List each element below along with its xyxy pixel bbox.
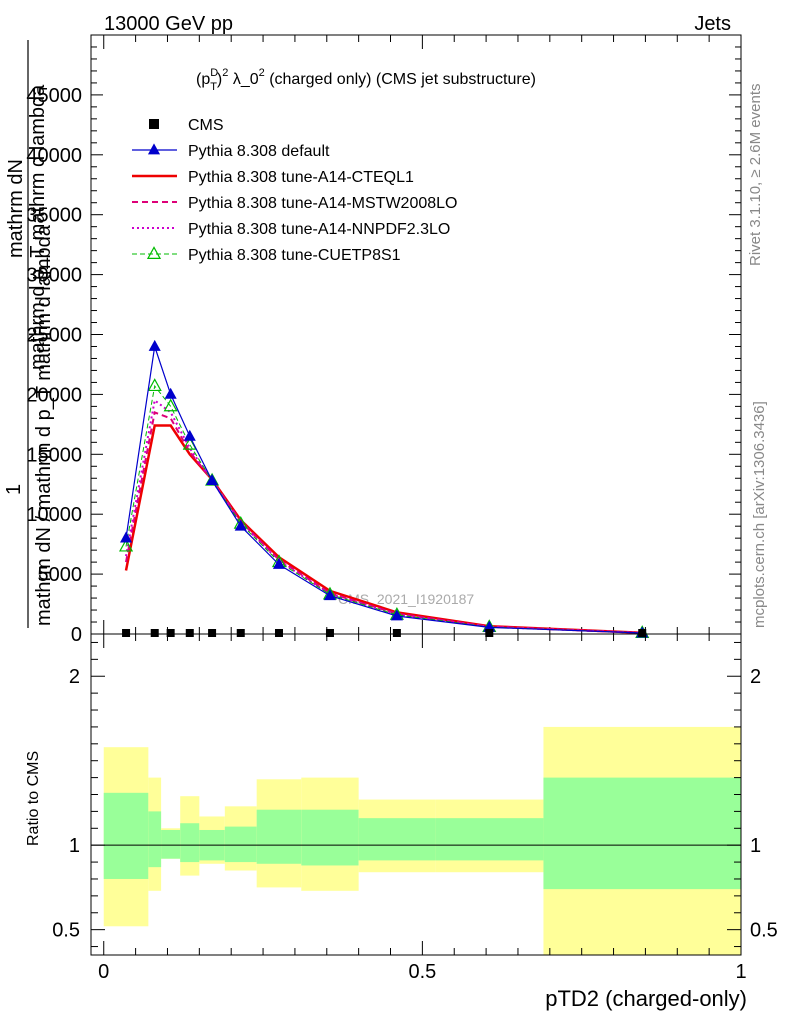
ratio-band-green xyxy=(301,809,359,866)
legend-label: CMS xyxy=(188,117,224,134)
rivet-label: Rivet 3.1.10, ≥ 2.6M events xyxy=(747,84,764,267)
main-y-tick-label: 5000 xyxy=(38,564,83,586)
ratio-band-green xyxy=(180,823,200,863)
cms-data-point xyxy=(274,629,283,637)
ratio-band-green xyxy=(148,811,162,868)
process-label: Jets xyxy=(694,13,731,35)
series-point xyxy=(183,429,196,441)
cms-data-point xyxy=(638,629,647,637)
main-y-tick-label: 15000 xyxy=(26,444,82,466)
series-point xyxy=(118,538,134,552)
x-axis-label: pTD2 (charged-only) xyxy=(545,986,747,1011)
ratio-band-green xyxy=(435,818,544,861)
legend-marker xyxy=(146,246,162,259)
legend-item: Pythia 8.308 tune-A14-MSTW2008LO xyxy=(132,195,457,212)
main-y-tick-label: 10000 xyxy=(26,504,82,526)
legend-item: Pythia 8.308 default xyxy=(132,143,330,160)
ratio-panel: 0.5 0.51 12 2 0 0.5 1 Ratio to CMS pTD2 (char… xyxy=(25,633,778,1011)
series-point xyxy=(163,398,178,412)
series-point xyxy=(164,387,177,399)
y-label-numerator: 1 xyxy=(3,484,25,495)
legend-marker xyxy=(147,143,161,155)
legend-item: Pythia 8.308 tune-CUETP8S1 xyxy=(132,246,401,264)
series-point xyxy=(272,557,286,569)
legend-label: Pythia 8.308 default xyxy=(188,143,330,160)
y-label-denominator: mathrm dN / mathrm d p_T mathrm d lambda xyxy=(33,224,55,626)
main-y-tick-label: 35000 xyxy=(26,205,82,227)
ratio-band-green xyxy=(161,829,181,859)
main-y-tick-label: 20000 xyxy=(26,384,82,406)
series-point xyxy=(323,589,337,601)
cms-data-point xyxy=(166,629,175,637)
ratio-y-tick-label: 2 xyxy=(69,666,80,688)
legend-item: Pythia 8.308 tune-A14-NNPDF2.3LO xyxy=(132,221,450,238)
main-y-tick-label: 30000 xyxy=(26,265,82,287)
legend: CMS Pythia 8.308 default Pythia 8.308 tune… xyxy=(132,117,457,264)
ratio-y-tick-label: 0.5 xyxy=(52,920,80,942)
legend-label: Pythia 8.308 tune-A14-MSTW2008LO xyxy=(188,195,457,212)
ratio-y-label: Ratio to CMS xyxy=(25,751,42,846)
x-tick-label: 1 xyxy=(735,961,746,983)
ratio-band-green xyxy=(256,809,302,864)
cms-data-point xyxy=(122,629,131,637)
cms-data-point xyxy=(208,629,217,637)
series-point xyxy=(390,609,403,621)
cms-data-point xyxy=(392,629,401,637)
series-point xyxy=(148,339,161,351)
cms-data-point xyxy=(185,629,194,637)
chart-title: (pD T)2 λ_02 (charged only) (CMS jet subs… xyxy=(196,67,536,93)
overlay-id-label: CMS_2021_I1920187 xyxy=(338,591,474,607)
energy-label: 13000 GeV pp xyxy=(104,13,233,35)
main-panel: 0 5000 10000 15000 20000 25000 30000 35000 40000… xyxy=(3,34,742,646)
ratio-band-green xyxy=(224,826,257,863)
cms-data-point xyxy=(325,629,334,637)
ratio-x-ticks: 0 0.5 1 xyxy=(98,634,747,983)
ratio-y-tick-label-right: 2 xyxy=(750,666,761,688)
cms-data-point xyxy=(236,629,245,637)
ratio-bands xyxy=(103,726,741,955)
legend-label: Pythia 8.308 tune-A14-NNPDF2.3LO xyxy=(188,221,450,238)
legend-item: Pythia 8.308 tune-A14-CTEQL1 xyxy=(132,169,414,186)
series-point xyxy=(182,436,197,450)
ratio-band-green xyxy=(103,792,149,879)
ratio-y-tick-label-right: 0.5 xyxy=(750,920,778,942)
main-y-tick-label: 45000 xyxy=(26,85,82,107)
main-y-tick-label: 40000 xyxy=(26,145,82,167)
series-point xyxy=(147,378,162,392)
ratio-y-ticks: 0.5 0.5 1 1 2 2 xyxy=(52,641,778,948)
ratio-y-tick-label: 1 xyxy=(69,835,80,857)
ratio-y-tick-label-right: 1 xyxy=(750,835,761,857)
main-series-group xyxy=(118,339,650,638)
series-point xyxy=(119,531,133,543)
y-label-top: mathrm dN xyxy=(5,159,27,258)
series-line xyxy=(125,384,643,634)
cms-data-point xyxy=(150,629,159,637)
legend-label: Pythia 8.308 tune-CUETP8S1 xyxy=(188,247,401,264)
main-y-tick-label: 25000 xyxy=(26,325,82,347)
y-label-top-2: mathrm d p_T mathrm d lambda xyxy=(27,84,49,370)
series-point xyxy=(206,474,219,486)
ratio-band-green xyxy=(358,818,436,861)
ratio-band-green xyxy=(543,777,741,890)
legend-marker xyxy=(149,119,159,129)
mcplots-label: mcplots.cern.ch [arXiv:1306.3436] xyxy=(751,401,768,628)
x-tick-label: 0 xyxy=(98,961,109,983)
series-point xyxy=(234,519,247,531)
x-tick-label: 0.5 xyxy=(408,961,436,983)
main-y-ticks: 0 5000 10000 15000 20000 25000 30000 35000 40000… xyxy=(26,46,741,646)
legend-item: CMS xyxy=(149,117,224,134)
main-y-tick-label: 0 xyxy=(71,624,82,646)
main-y-label: mathrm dN mathrm d p_T mathrm d lambda 1… xyxy=(3,40,55,628)
cms-data-point xyxy=(485,629,494,637)
legend-label: Pythia 8.308 tune-A14-CTEQL1 xyxy=(188,169,414,186)
